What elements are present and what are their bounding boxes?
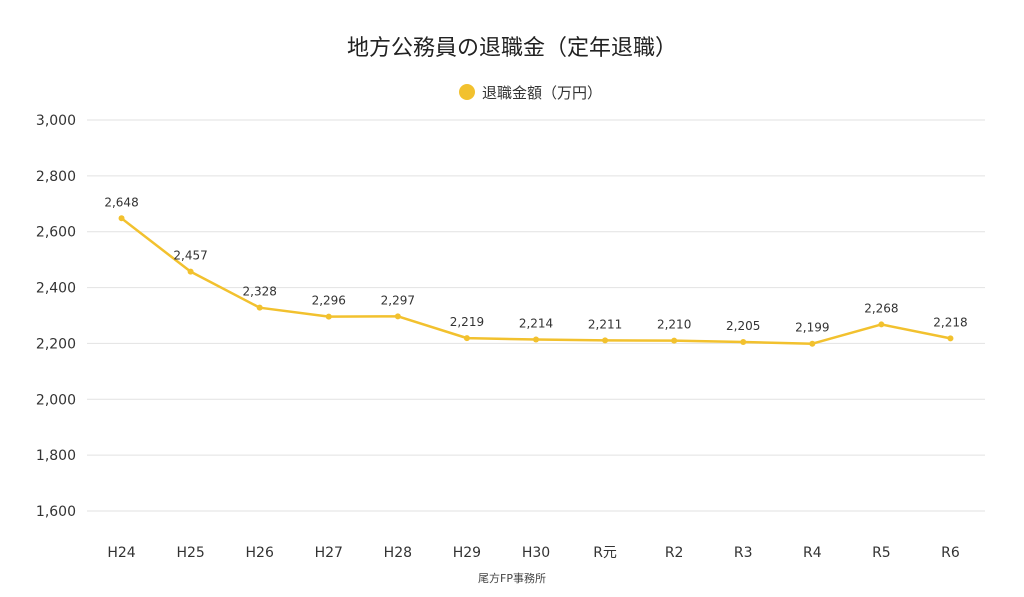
data-label: 2,210 [657, 318, 691, 332]
y-tick-label: 2,800 [36, 169, 76, 185]
legend: 退職金額（万円） [459, 84, 602, 102]
data-point [740, 339, 747, 346]
data-label: 2,648 [104, 195, 138, 209]
data-label: 2,219 [450, 315, 484, 329]
data-label: 2,218 [933, 315, 967, 329]
y-tick-label: 2,200 [36, 336, 76, 352]
data-point [671, 337, 678, 344]
x-tick-label: H30 [522, 545, 550, 561]
data-point [809, 340, 816, 347]
data-point [187, 268, 194, 275]
x-tick-label: H27 [315, 545, 343, 561]
data-point [533, 336, 539, 343]
data-point [878, 321, 885, 328]
y-tick-label: 2,000 [36, 392, 76, 408]
data-point [463, 335, 470, 342]
x-tick-label: R6 [941, 545, 960, 561]
legend-label: 退職金額（万円） [482, 84, 602, 102]
data-label: 2,199 [795, 321, 829, 335]
data-label: 2,457 [173, 249, 207, 263]
data-point [118, 215, 125, 222]
x-tick-label: R2 [665, 545, 684, 561]
y-tick-label: 2,600 [36, 225, 76, 241]
x-tick-label: R5 [872, 545, 891, 561]
y-tick-label: 3,000 [36, 113, 76, 129]
x-tick-label: H26 [246, 545, 274, 561]
x-tick-label: R3 [734, 545, 753, 561]
data-label: 2,296 [312, 294, 346, 308]
x-tick-label: R4 [803, 545, 822, 561]
source-note: 尾方FP事務所 [478, 571, 546, 585]
chart-title: 地方公務員の退職金（定年退職） [347, 36, 677, 61]
y-tick-label: 1,600 [36, 504, 76, 520]
y-tick-label: 1,800 [36, 448, 76, 464]
legend-marker [459, 84, 475, 100]
x-tick-label: H29 [453, 545, 481, 561]
x-tick-label: H28 [384, 545, 412, 561]
data-label: 2,328 [243, 285, 277, 299]
data-label: 2,205 [726, 319, 760, 333]
data-point [394, 313, 401, 320]
data-point [256, 304, 263, 311]
data-label: 2,211 [588, 317, 622, 331]
data-label: 2,297 [381, 293, 415, 307]
x-tick-label: R元 [593, 545, 617, 561]
data-point [325, 313, 332, 320]
data-label: 2,214 [519, 317, 553, 331]
x-tick-label: H24 [107, 545, 135, 561]
y-tick-label: 2,400 [36, 281, 76, 297]
x-tick-label: H25 [176, 545, 204, 561]
data-label: 2,268 [864, 301, 898, 315]
data-point [602, 337, 609, 344]
data-point [947, 335, 954, 342]
